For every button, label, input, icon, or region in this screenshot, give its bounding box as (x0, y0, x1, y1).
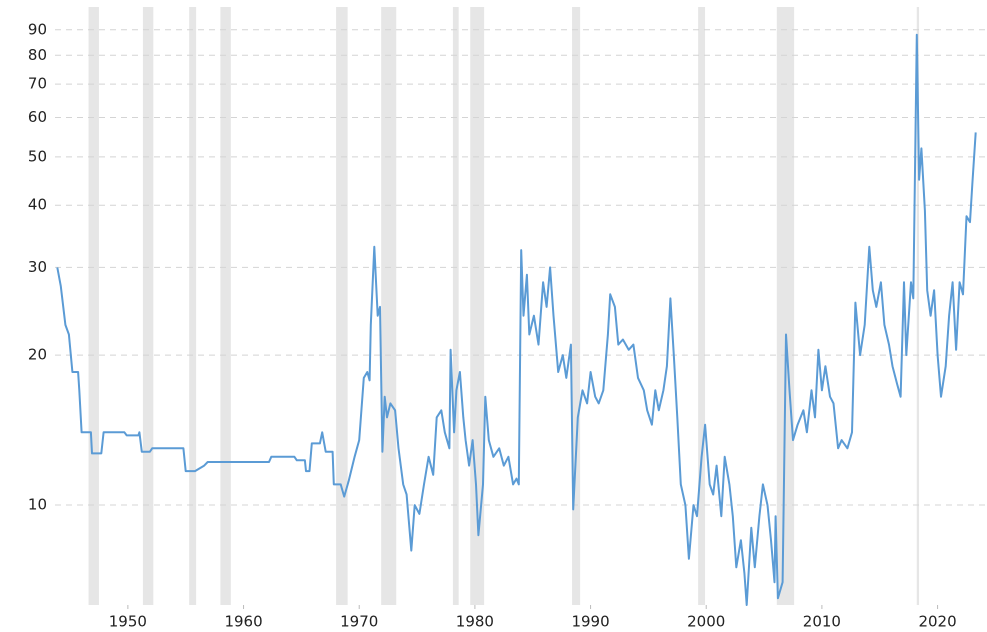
shaded-period (572, 7, 581, 605)
y-tick-label: 20 (28, 346, 47, 364)
x-tick-label: 1960 (224, 613, 262, 631)
y-tick-label: 90 (28, 20, 47, 38)
shaded-period (776, 7, 795, 605)
y-tick-label: 30 (28, 258, 47, 276)
line-series (56, 33, 977, 606)
y-tick-label: 40 (28, 196, 47, 214)
x-tick-label: 1950 (109, 613, 147, 631)
shaded-period (189, 7, 197, 605)
y-tick-label: 50 (28, 147, 47, 165)
x-tick-label: 1970 (340, 613, 378, 631)
x-tick-label: 2020 (918, 613, 956, 631)
x-tick-label: 2010 (803, 613, 841, 631)
x-tick-label: 1980 (456, 613, 494, 631)
shaded-period (220, 7, 231, 605)
y-tick-label: 80 (28, 46, 47, 64)
shaded-period (698, 7, 706, 605)
shaded-period (916, 7, 920, 605)
shaded-period (452, 7, 459, 605)
shaded-period (142, 7, 154, 605)
x-tick-label: 1990 (571, 613, 609, 631)
y-tick-label: 70 (28, 75, 47, 93)
shaded-period (88, 7, 99, 605)
y-tick-label: 60 (28, 108, 47, 126)
shaded-period (336, 7, 348, 605)
shaded-period (381, 7, 397, 605)
y-tick-label: 10 (28, 496, 47, 514)
x-tick-label: 2000 (687, 613, 725, 631)
